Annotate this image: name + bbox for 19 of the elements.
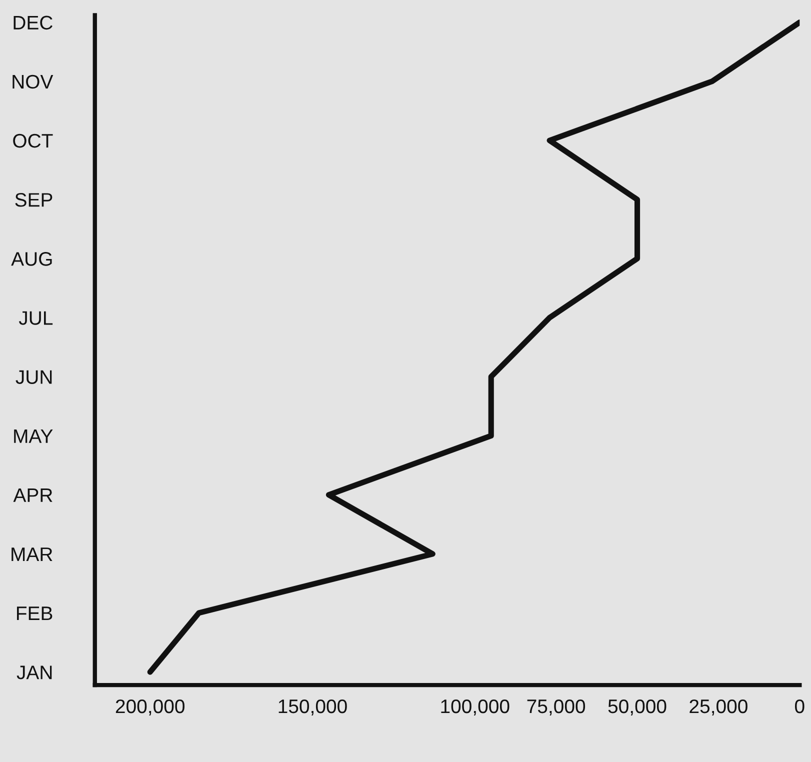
x-tick-label: 100,000 bbox=[441, 699, 510, 716]
y-tick-label: APR bbox=[13, 488, 52, 502]
y-tick-label: AUG bbox=[11, 252, 52, 266]
y-tick-label: JUL bbox=[18, 311, 53, 325]
y-tick-label: JUN bbox=[16, 370, 52, 384]
y-tick-label: FEB bbox=[17, 606, 52, 620]
x-tick-label: 0 bbox=[795, 699, 804, 714]
y-tick-label: JAN bbox=[16, 666, 52, 680]
y-tick-label: MAR bbox=[12, 548, 52, 561]
y-tick-label: NOV bbox=[12, 74, 54, 89]
y-tick-label: OCT bbox=[13, 134, 53, 148]
x-tick-label: 75,000 bbox=[527, 699, 586, 716]
x-tick-label: 50,000 bbox=[608, 699, 666, 716]
x-tick-label: 150,000 bbox=[278, 699, 347, 716]
y-tick-label: MAY bbox=[14, 429, 53, 443]
y-tick-label: SEP bbox=[15, 192, 52, 207]
x-tick-label: 25,000 bbox=[690, 699, 748, 716]
y-tick-label: DEC bbox=[14, 16, 52, 30]
x-tick-label: 200,000 bbox=[116, 699, 184, 716]
